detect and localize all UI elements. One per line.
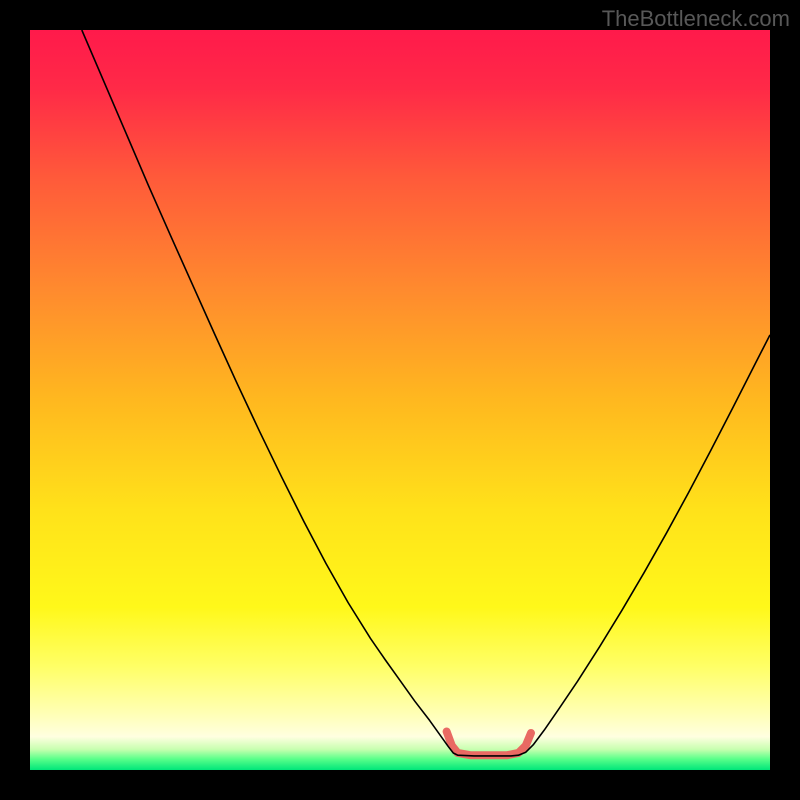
plot-area — [30, 30, 770, 770]
gradient-line-chart — [30, 30, 770, 770]
chart-background — [30, 30, 770, 770]
watermark-text: TheBottleneck.com — [602, 6, 790, 32]
chart-frame: TheBottleneck.com — [0, 0, 800, 800]
